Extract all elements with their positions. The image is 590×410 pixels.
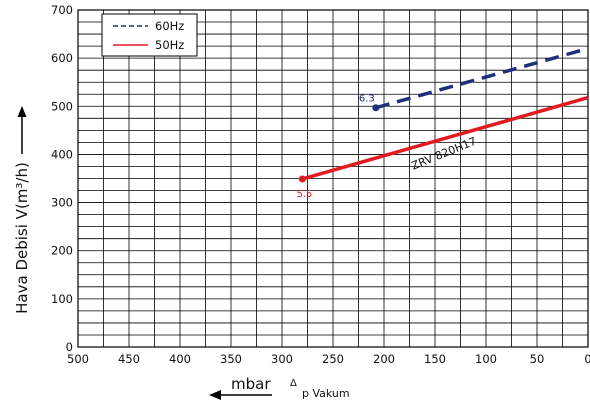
- y-tick-label: 300: [51, 196, 73, 210]
- series-line-60hz: [375, 46, 589, 110]
- x-tick-label: 0: [584, 352, 590, 366]
- series-start-point-60hz: [372, 104, 380, 112]
- y-tick-label: 500: [51, 99, 73, 113]
- x-tick-label: 200: [373, 352, 395, 366]
- y-tick-label: 200: [51, 244, 73, 258]
- x-tick-label: 100: [475, 352, 497, 366]
- x-tick-label: 50: [530, 352, 545, 366]
- x-tick-label: 350: [220, 352, 242, 366]
- grid: [77, 9, 589, 348]
- x-axis-subtitle: p Vakum: [302, 387, 350, 400]
- legend-box: [101, 13, 198, 57]
- legend-label-60hz: 60Hz: [155, 19, 184, 33]
- y-tick-label: 700: [51, 3, 73, 17]
- x-tick-label: 150: [424, 352, 446, 366]
- y-axis-title: Hava Debisi V(m³/h): [13, 162, 31, 314]
- y-tick-label: 600: [51, 51, 73, 65]
- y-axis-ticks: 0 100 200 300 400 500 600 700: [51, 3, 73, 354]
- y-tick-label: 400: [51, 147, 73, 161]
- x-tick-label: 400: [169, 352, 191, 366]
- x-tick-label: 500: [67, 352, 89, 366]
- y-tick-label: 0: [66, 340, 73, 354]
- x-tick-label: 450: [118, 352, 140, 366]
- y-axis-arrow-head: [17, 106, 27, 117]
- x-tick-label: 250: [322, 352, 344, 366]
- y-tick-label: 100: [51, 292, 73, 306]
- legend-label-50hz: 50Hz: [155, 38, 184, 52]
- x-tick-label: 300: [271, 352, 293, 366]
- series-point-label-50hz: 5.5: [296, 189, 312, 200]
- series-start-point-50hz: [298, 175, 306, 183]
- delta-symbol: Δ: [290, 378, 297, 389]
- series-line-50hz: [301, 95, 589, 181]
- x-axis-ticks: 500 450 400 350 300 250 200 150 100 50 0: [67, 352, 590, 366]
- y-axis-title-group: Hava Debisi V(m³/h): [13, 106, 31, 314]
- series-layer: 6.3 5.5: [296, 46, 589, 200]
- x-axis-title: mbar: [231, 375, 271, 393]
- plot-border: [77, 9, 589, 348]
- x-axis-arrow-head: [209, 390, 221, 400]
- legend: 60Hz 50Hz: [101, 13, 198, 57]
- x-axis-title-group: mbar Δ p Vakum: [209, 375, 350, 400]
- series-point-label-60hz: 6.3: [359, 94, 375, 105]
